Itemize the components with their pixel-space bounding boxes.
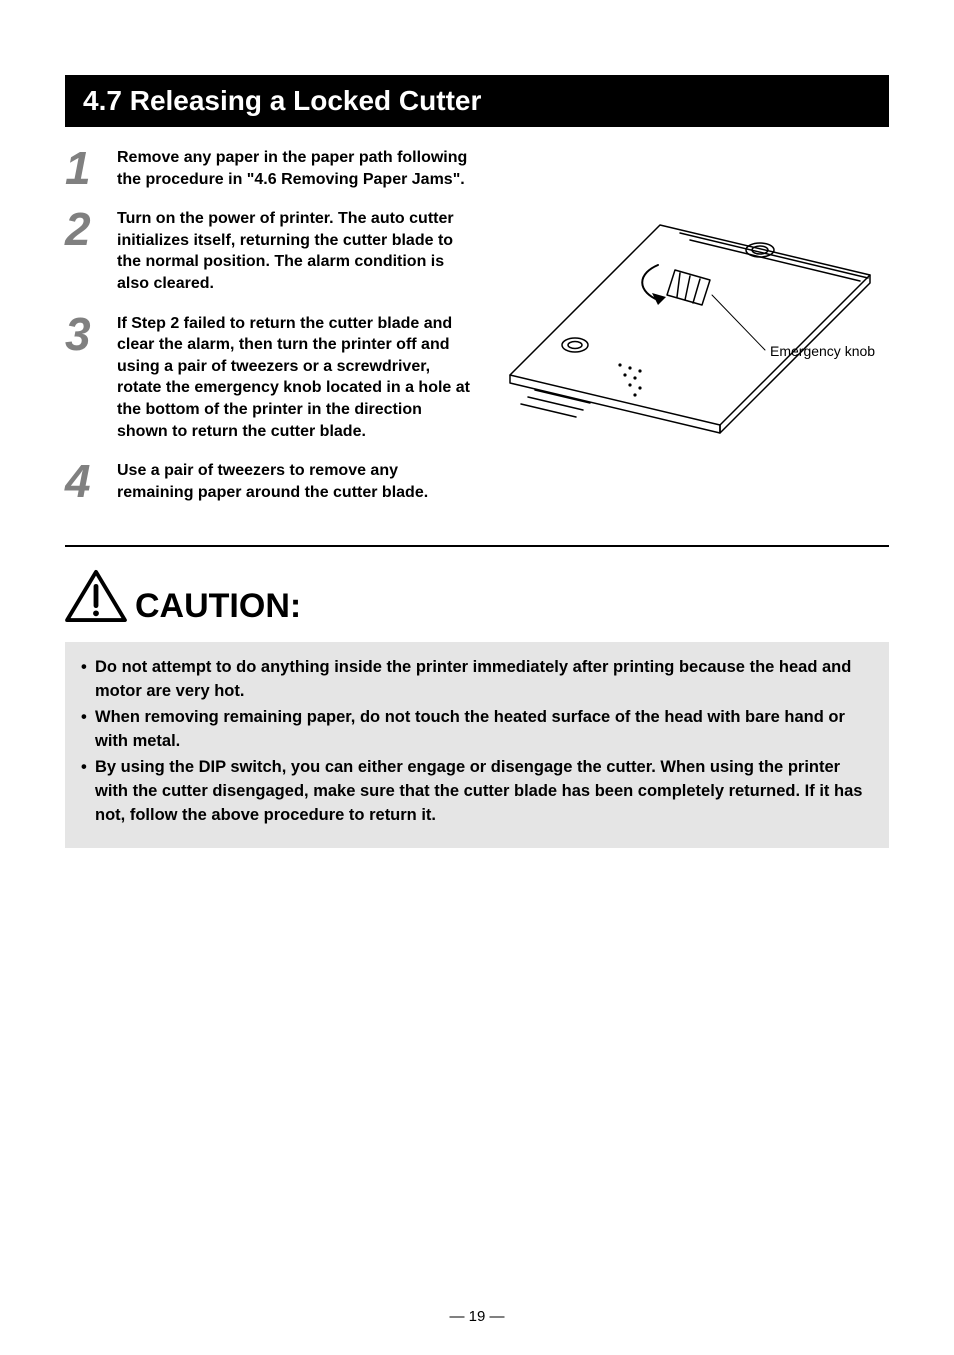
step-number: 3	[65, 311, 107, 443]
step-text: Remove any paper in the paper path follo…	[117, 145, 470, 190]
step-4: 4 Use a pair of tweezers to remove any r…	[65, 458, 470, 503]
divider	[65, 545, 889, 547]
step-text: If Step 2 failed to return the cutter bl…	[117, 311, 470, 443]
warning-icon	[65, 569, 127, 628]
step-number: 2	[65, 206, 107, 294]
figure-column: Emergency knob	[480, 145, 889, 519]
caution-item: Do not attempt to do anything inside the…	[81, 656, 873, 704]
steps-area: 1 Remove any paper in the paper path fol…	[65, 145, 889, 519]
caution-item: When removing remaining paper, do not to…	[81, 706, 873, 754]
printer-diagram	[480, 155, 880, 455]
page-number: — 19 —	[0, 1308, 954, 1325]
step-3: 3 If Step 2 failed to return the cutter …	[65, 311, 470, 443]
step-text: Turn on the power of printer. The auto c…	[117, 206, 470, 294]
caution-title: CAUTION:	[135, 587, 301, 628]
step-1: 1 Remove any paper in the paper path fol…	[65, 145, 470, 190]
caution-list: Do not attempt to do anything inside the…	[81, 656, 873, 827]
steps-column: 1 Remove any paper in the paper path fol…	[65, 145, 470, 519]
caution-box: Do not attempt to do anything inside the…	[65, 642, 889, 847]
caution-heading: CAUTION:	[65, 569, 889, 628]
section-number: 4.7	[83, 85, 122, 116]
section-title: Releasing a Locked Cutter	[130, 85, 482, 116]
figure-label: Emergency knob	[770, 343, 875, 359]
step-2: 2 Turn on the power of printer. The auto…	[65, 206, 470, 294]
step-number: 4	[65, 458, 107, 503]
step-text: Use a pair of tweezers to remove any rem…	[117, 458, 470, 503]
section-header: 4.7 Releasing a Locked Cutter	[65, 75, 889, 127]
caution-item: By using the DIP switch, you can either …	[81, 756, 873, 828]
step-number: 1	[65, 145, 107, 190]
